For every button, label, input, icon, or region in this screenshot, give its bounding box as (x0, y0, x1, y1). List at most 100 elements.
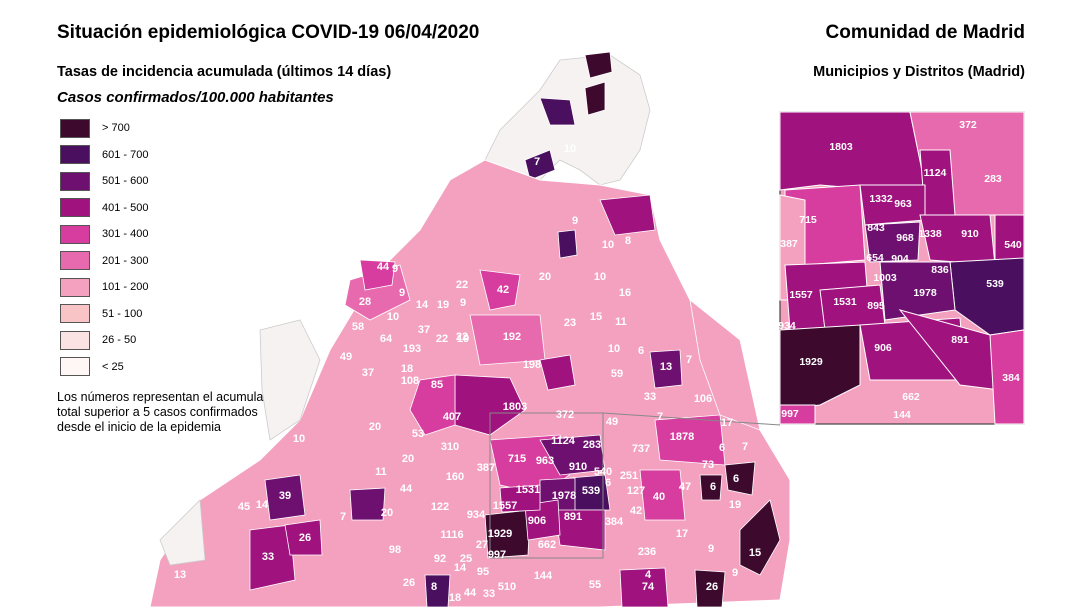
map-note: Los números representan el acumulado tot… (57, 390, 278, 434)
district-value-label: 904 (891, 253, 909, 265)
municipality-value-label: 251 (620, 470, 638, 482)
municipality-value-label: 23 (564, 317, 576, 329)
district-value-label: 1003 (873, 272, 897, 284)
district-value-label: 906 (874, 342, 892, 354)
municipality-value-label: 9 (392, 263, 398, 275)
district-value-label: 1803 (829, 141, 853, 153)
legend-item: < 25 (60, 354, 148, 381)
municipality-value-label: 10 (594, 271, 606, 283)
municipality-value-label: 1978 (552, 490, 576, 502)
municipality (619, 567, 669, 607)
legend-swatch (60, 171, 90, 191)
district-value-label: 540 (1004, 239, 1022, 251)
municipality-value-label: 20 (402, 453, 414, 465)
municipality-value-label: 59 (611, 368, 623, 380)
municipality-value-label: 7 (686, 354, 692, 366)
municipality-value-label: 15 (749, 547, 761, 559)
municipality-value-label: 33 (262, 551, 274, 563)
district-value-label: 1338 (918, 228, 942, 240)
district-value-label: 1332 (869, 193, 893, 205)
municipality-value-label: 14 (416, 299, 429, 311)
municipality-value-label: 49 (606, 416, 618, 428)
municipality-value-label: 40 (653, 491, 665, 503)
municipality (409, 374, 456, 436)
municipality-value-label: 20 (539, 271, 551, 283)
municipality-value-label: 19 (729, 499, 741, 511)
municipality-value-label: 372 (556, 409, 574, 421)
municipality (699, 474, 723, 501)
municipality-value-label: 44 (377, 261, 390, 273)
municipality-value-label: 540 (594, 466, 612, 478)
inset-map (779, 111, 1025, 425)
municipality-value-label: 737 (632, 443, 650, 455)
legend-label: 101 - 200 (102, 281, 149, 294)
legend-swatch (60, 277, 90, 297)
district-value-label: 144 (893, 409, 911, 421)
municipality-value-label: 10 (608, 343, 620, 355)
municipality-value-label: 39 (279, 490, 291, 502)
municipality-value-label: 9 (572, 215, 578, 227)
municipality-value-label: 9 (732, 567, 738, 579)
municipality (349, 487, 386, 521)
district-value-label: 910 (961, 228, 979, 240)
municipality-value-label: 192 (503, 331, 521, 343)
district-value-label: 997 (781, 408, 799, 420)
district-value-label: 1929 (799, 356, 823, 368)
district-value-label: 843 (867, 222, 885, 234)
legend-label: 401 - 500 (102, 201, 149, 214)
legend-item: 51 - 100 (60, 301, 148, 328)
municipality (539, 97, 576, 126)
municipality-value-label: 10 (387, 311, 399, 323)
municipality-value-label: 1124 (551, 435, 576, 447)
municipality (599, 194, 656, 236)
legend-item: > 700 (60, 115, 148, 142)
legend: > 700 601 - 700 501 - 600 401 - 500 301 … (60, 115, 148, 380)
municipality (724, 461, 756, 496)
municipality-value-label: 236 (638, 546, 656, 558)
municipality-value-label: 1557 (493, 500, 517, 512)
municipality-value-label: 6 (638, 345, 644, 357)
municipality-value-label: 122 (431, 501, 449, 513)
municipality-value-label: 42 (630, 505, 642, 517)
map-title: Situación epidemiológica COVID-19 06/04/… (57, 22, 480, 43)
municipality-value-label: 6 (719, 442, 725, 454)
municipality-value-label: 26 (299, 532, 311, 544)
municipality-value-label: 10 (602, 239, 614, 251)
legend-swatch (60, 357, 90, 377)
municipality-value-label: 6 (733, 473, 739, 485)
municipality-value-label: 9 (708, 543, 714, 555)
district-value-label: 968 (896, 232, 914, 244)
legend-swatch (60, 251, 90, 271)
municipality-value-label: 20 (369, 421, 381, 433)
municipality-value-label: 6 (605, 477, 611, 489)
municipality-value-label: 26 (403, 577, 415, 589)
legend-swatch (60, 224, 90, 244)
district-value-label: 715 (799, 214, 817, 226)
municipality-value-label: 108 (401, 375, 419, 387)
municipality-value-label: 74 (642, 581, 655, 593)
municipality-value-label: 283 (583, 439, 601, 451)
municipality-value-label: 20 (381, 507, 393, 519)
municipality-value-label: 45 (238, 501, 250, 513)
district-value-label: 283 (984, 173, 1002, 185)
municipality-value-label: 1929 (488, 528, 512, 540)
municipality-value-label: 310 (441, 441, 459, 453)
district-value-label: 372 (959, 119, 977, 131)
municipality-value-label: 27 (476, 539, 488, 551)
municipality-value-label: 33 (644, 391, 656, 403)
municipality-value-label: 64 (380, 333, 393, 345)
municipality-value-label: 8 (431, 581, 437, 593)
district-value-label: 895 (867, 300, 885, 312)
municipality (499, 484, 541, 513)
municipality-value-label: 25 (460, 553, 472, 565)
municipality-value-label: 37 (362, 367, 374, 379)
municipality-value-label: 906 (528, 515, 546, 527)
municipality-value-label: 11 (615, 316, 627, 328)
municipality-value-label: 4 (645, 569, 652, 581)
legend-item: 501 - 600 (60, 168, 148, 195)
municipality-value-label: 934 (467, 509, 486, 521)
municipality (739, 499, 781, 576)
municipality-value-label: 963 (536, 455, 554, 467)
